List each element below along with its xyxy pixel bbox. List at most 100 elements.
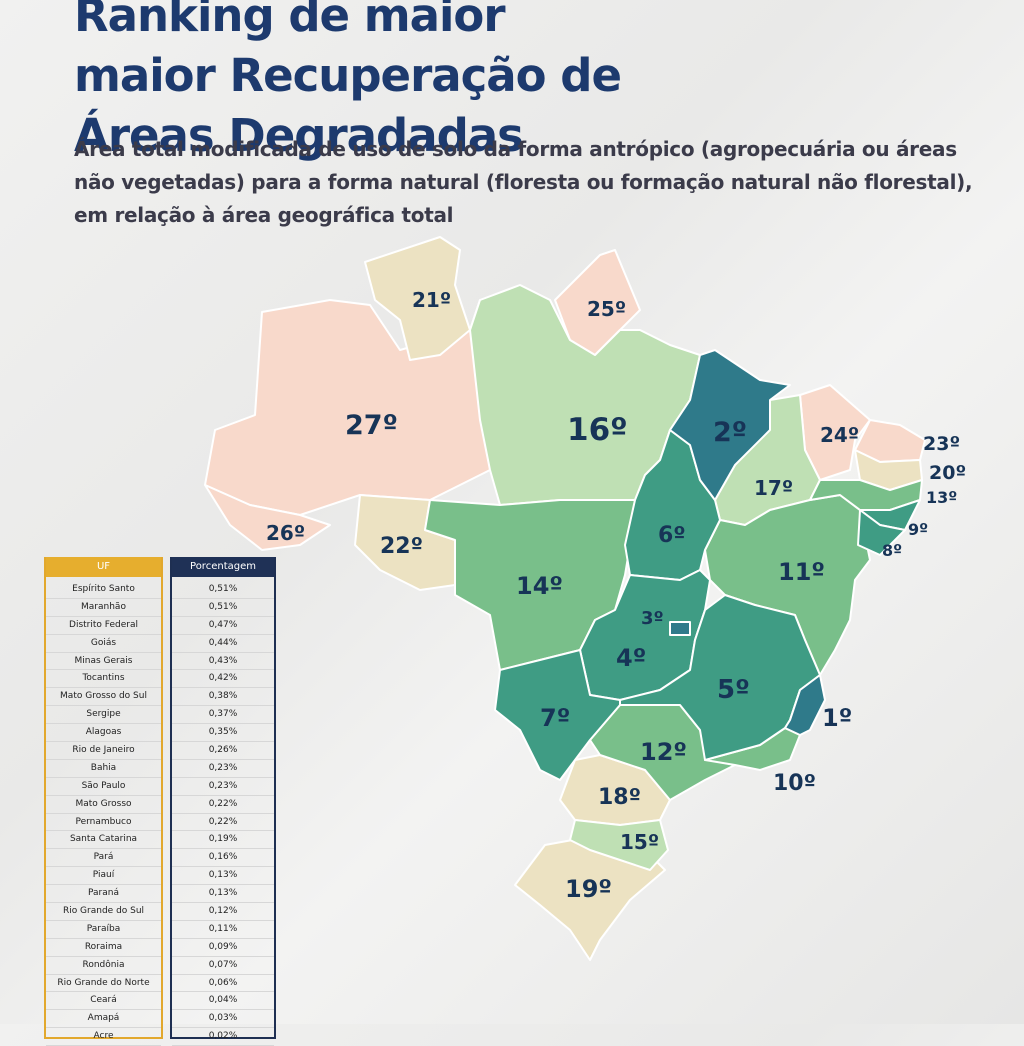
state-distrito-federal: [669, 621, 691, 636]
table-row-uf: Maranhão: [46, 599, 161, 617]
label-rio-grande-do-norte: 23º: [923, 433, 960, 455]
label-distrito-federal: 3º: [641, 608, 664, 629]
percentage-column: Porcentagem 0,51% 0,51% 0,47% 0,44% 0,43% 0,4…: [170, 557, 276, 1046]
table-row-percentage: 0,02%: [172, 1028, 274, 1046]
label-santa-catarina: 15º: [620, 830, 659, 854]
table-row-percentage: 0,06%: [172, 975, 274, 993]
table-row-uf: Piauí: [46, 867, 161, 886]
table-row-uf: São Paulo: [46, 778, 161, 796]
table-row-uf: Mato Grosso do Sul: [46, 688, 161, 707]
table-row-percentage: 0,13%: [172, 885, 274, 904]
label-espirito-santo: 1º: [822, 704, 852, 732]
table-row-uf: Rio de Janeiro: [46, 742, 161, 760]
label-mato-grosso-do-sul: 7º: [540, 704, 570, 732]
table-row-percentage: 0,44%: [172, 635, 274, 653]
table-row-uf: Sergipe: [46, 706, 161, 725]
uf-rows: Espírito Santo Maranhão Distrito Federal Go…: [46, 577, 161, 1046]
label-goias: 4º: [616, 644, 646, 672]
label-para: 16º: [567, 412, 628, 448]
label-sergipe: 8º: [882, 541, 902, 560]
table-row-percentage: 0,23%: [172, 778, 274, 796]
table-row-uf: Distrito Federal: [46, 617, 161, 635]
table-row-percentage: 0,23%: [172, 760, 274, 778]
label-pernambuco: 13º: [926, 488, 957, 507]
table-row-percentage: 0,09%: [172, 939, 274, 957]
table-row-percentage: 0,12%: [172, 903, 274, 921]
state-acre: [204, 484, 331, 551]
table-row-uf: Rondônia: [46, 957, 161, 975]
table-row-percentage: 0,22%: [172, 796, 274, 814]
percentage-rows: 0,51% 0,51% 0,47% 0,44% 0,43% 0,42% 0,38% 0,37%…: [172, 577, 274, 1046]
table-row-uf: Mato Grosso: [46, 796, 161, 814]
label-alagoas: 9º: [908, 520, 928, 539]
table-row-uf: Rio Grande do Sul: [46, 903, 161, 921]
label-roraima: 21º: [412, 288, 451, 312]
state-maranhao: [669, 349, 791, 501]
table-row-percentage: 0,16%: [172, 849, 274, 868]
table-row-uf: Rio Grande do Norte: [46, 975, 161, 993]
label-maranhao: 2º: [713, 417, 747, 448]
state-pernambuco: [809, 479, 923, 511]
table-row-percentage: 0,42%: [172, 670, 274, 689]
table-row-uf: Paraíba: [46, 921, 161, 939]
table-row-uf: Alagoas: [46, 724, 161, 743]
table-row-uf: Pernambuco: [46, 814, 161, 832]
state-santa-catarina: [569, 819, 669, 871]
title-line-1: Ranking de maior: [74, 0, 506, 42]
title-line-2: maior Recuperação de: [74, 49, 622, 102]
label-ceara: 24º: [820, 423, 859, 447]
state-espirito-santo: [784, 674, 826, 736]
table-row-uf: Ceará: [46, 992, 161, 1011]
label-rio-de-janeiro: 10º: [773, 771, 816, 796]
table-row-uf: Tocantins: [46, 670, 161, 689]
map-title: Ranking de maior maior Recuperação de Ár…: [74, 0, 622, 166]
table-row-percentage: 0,22%: [172, 814, 274, 832]
state-roraima: [364, 236, 471, 361]
state-minas-gerais: [619, 594, 821, 761]
label-sao-paulo: 12º: [640, 738, 687, 766]
label-mato-grosso: 14º: [516, 572, 563, 600]
table-row-percentage: 0,19%: [172, 831, 274, 850]
table-row-uf: Amapá: [46, 1010, 161, 1029]
table-row-percentage: 0,51%: [172, 599, 274, 617]
state-mato-grosso-do-sul: [494, 649, 621, 781]
table-row-percentage: 0,04%: [172, 992, 274, 1011]
table-row-percentage: 0,13%: [172, 867, 274, 886]
table-row-uf: Santa Catarina: [46, 831, 161, 850]
label-bahia: 11º: [778, 558, 825, 586]
table-row-percentage: 0,37%: [172, 706, 274, 725]
table-row-percentage: 0,51%: [172, 581, 274, 599]
label-tocantins: 6º: [658, 523, 686, 548]
table-row-uf: Goiás: [46, 635, 161, 653]
table-row-percentage: 0,11%: [172, 921, 274, 939]
table-row-percentage: 0,38%: [172, 688, 274, 707]
table-row-percentage: 0,43%: [172, 653, 274, 671]
state-bahia: [704, 494, 871, 676]
uf-column: UF Espírito Santo Maranhão Distrito Federa…: [44, 557, 163, 1046]
label-amazonas: 27º: [345, 410, 398, 441]
uf-header: UF: [46, 557, 161, 577]
label-piaui: 17º: [754, 476, 793, 500]
title-line-3: Áreas Degradadas: [74, 109, 524, 162]
label-paraiba: 20º: [929, 462, 966, 484]
table-row-uf: Roraima: [46, 939, 161, 957]
percentage-header: Porcentagem: [172, 557, 274, 577]
table-row-percentage: 0,07%: [172, 957, 274, 975]
table-row-uf: Pará: [46, 849, 161, 868]
map-subtitle: Área total modificada de uso de solo da …: [74, 137, 973, 227]
label-amapa: 25º: [587, 297, 626, 321]
table-row-uf: Bahia: [46, 760, 161, 778]
table-row-percentage: 0,26%: [172, 742, 274, 760]
brazil-map: 21º 25º 27º 16º 2º 24º 23º 20º 13º 9º 8º…: [204, 236, 966, 961]
label-rio-grande-do-sul: 19º: [565, 875, 612, 903]
table-row-percentage: 0,47%: [172, 617, 274, 635]
label-acre: 26º: [266, 521, 305, 545]
label-parana: 18º: [598, 785, 641, 810]
table-row-percentage: 0,35%: [172, 724, 274, 743]
table-row-uf: Minas Gerais: [46, 653, 161, 671]
label-rondonia: 22º: [380, 534, 423, 559]
table-row-uf: Espírito Santo: [46, 581, 161, 599]
table-row-uf: Acre: [46, 1028, 161, 1046]
label-minas-gerais: 5º: [717, 675, 750, 705]
table-row-uf: Paraná: [46, 885, 161, 904]
